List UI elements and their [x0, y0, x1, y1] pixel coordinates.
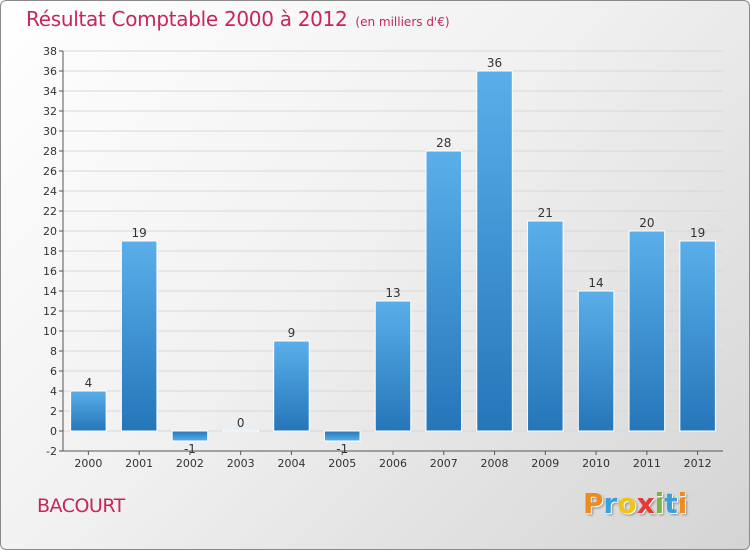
data-label: 9	[288, 326, 296, 340]
bar	[120, 240, 158, 432]
data-label: 21	[538, 206, 553, 220]
logo-letter: r	[603, 487, 618, 520]
bar	[425, 150, 463, 432]
bar	[273, 340, 310, 432]
y-tick-label: 0	[50, 425, 57, 438]
logo-letter: P	[583, 487, 604, 520]
bar	[577, 290, 615, 432]
x-tick-label: 2005	[328, 457, 356, 470]
y-tick-label: 10	[43, 325, 57, 338]
y-tick-label: 24	[43, 185, 57, 198]
x-tick-label: 2006	[379, 457, 407, 470]
data-label: 4	[85, 376, 93, 390]
y-tick-label: 28	[43, 145, 57, 158]
x-tick-label: 2003	[227, 457, 255, 470]
proxiti-logo[interactable]: Proxiti	[583, 487, 687, 520]
logo-letter: i	[677, 487, 688, 520]
y-tick-label: 2	[50, 405, 57, 418]
logo-letter: t	[664, 487, 678, 520]
data-label: 0	[237, 416, 245, 430]
x-tick-label: 2000	[74, 457, 102, 470]
bar	[527, 220, 564, 432]
data-label: 13	[385, 286, 400, 300]
bar	[323, 430, 361, 442]
y-tick-label: 16	[43, 265, 57, 278]
y-tick-label: 30	[43, 125, 57, 138]
chart-title: Résultat Comptable 2000 à 2012	[26, 7, 348, 31]
data-label: 20	[639, 216, 654, 230]
data-label: 28	[436, 136, 451, 150]
data-label: 19	[132, 226, 147, 240]
chart-header: Résultat Comptable 2000 à 2012 (en millie…	[26, 7, 450, 31]
y-tick-label: 20	[43, 225, 57, 238]
x-tick-label: 2010	[582, 457, 610, 470]
y-tick-label: 18	[43, 245, 57, 258]
y-tick-label: 34	[43, 85, 57, 98]
y-tick-label: 6	[50, 365, 57, 378]
data-label: 14	[588, 276, 603, 290]
x-tick-label: 2008	[481, 457, 509, 470]
x-tick-label: 2012	[684, 457, 712, 470]
x-tick-label: 2001	[125, 457, 153, 470]
bar	[679, 240, 716, 432]
x-tick-label: 2011	[633, 457, 661, 470]
y-tick-label: 8	[50, 345, 57, 358]
logo-letter: i	[654, 487, 665, 520]
x-tick-label: 2002	[176, 457, 204, 470]
data-label: -1	[184, 442, 196, 456]
x-tick-label: 2004	[277, 457, 305, 470]
y-tick-label: 32	[43, 105, 57, 118]
bar	[628, 230, 666, 432]
bar	[70, 390, 107, 432]
bar	[476, 70, 513, 432]
x-tick-label: 2009	[531, 457, 559, 470]
commune-name: BACOURT	[37, 495, 125, 517]
data-label: 19	[690, 226, 705, 240]
chart-subtitle: (en milliers d'€)	[355, 15, 450, 29]
bar	[171, 430, 209, 442]
y-tick-label: 4	[50, 385, 57, 398]
bar	[374, 300, 412, 432]
data-label: -1	[336, 442, 348, 456]
bar	[222, 429, 259, 433]
logo-letter: o	[617, 487, 637, 520]
y-tick-label: 38	[43, 45, 57, 58]
x-tick-label: 2007	[430, 457, 458, 470]
y-tick-label: 36	[43, 65, 57, 78]
y-tick-label: 26	[43, 165, 57, 178]
y-tick-label: 14	[43, 285, 57, 298]
data-label: 36	[487, 56, 502, 70]
logo-letter: x	[636, 487, 655, 520]
y-tick-label: -2	[46, 445, 57, 458]
y-tick-label: 12	[43, 305, 57, 318]
y-tick-label: 22	[43, 205, 57, 218]
